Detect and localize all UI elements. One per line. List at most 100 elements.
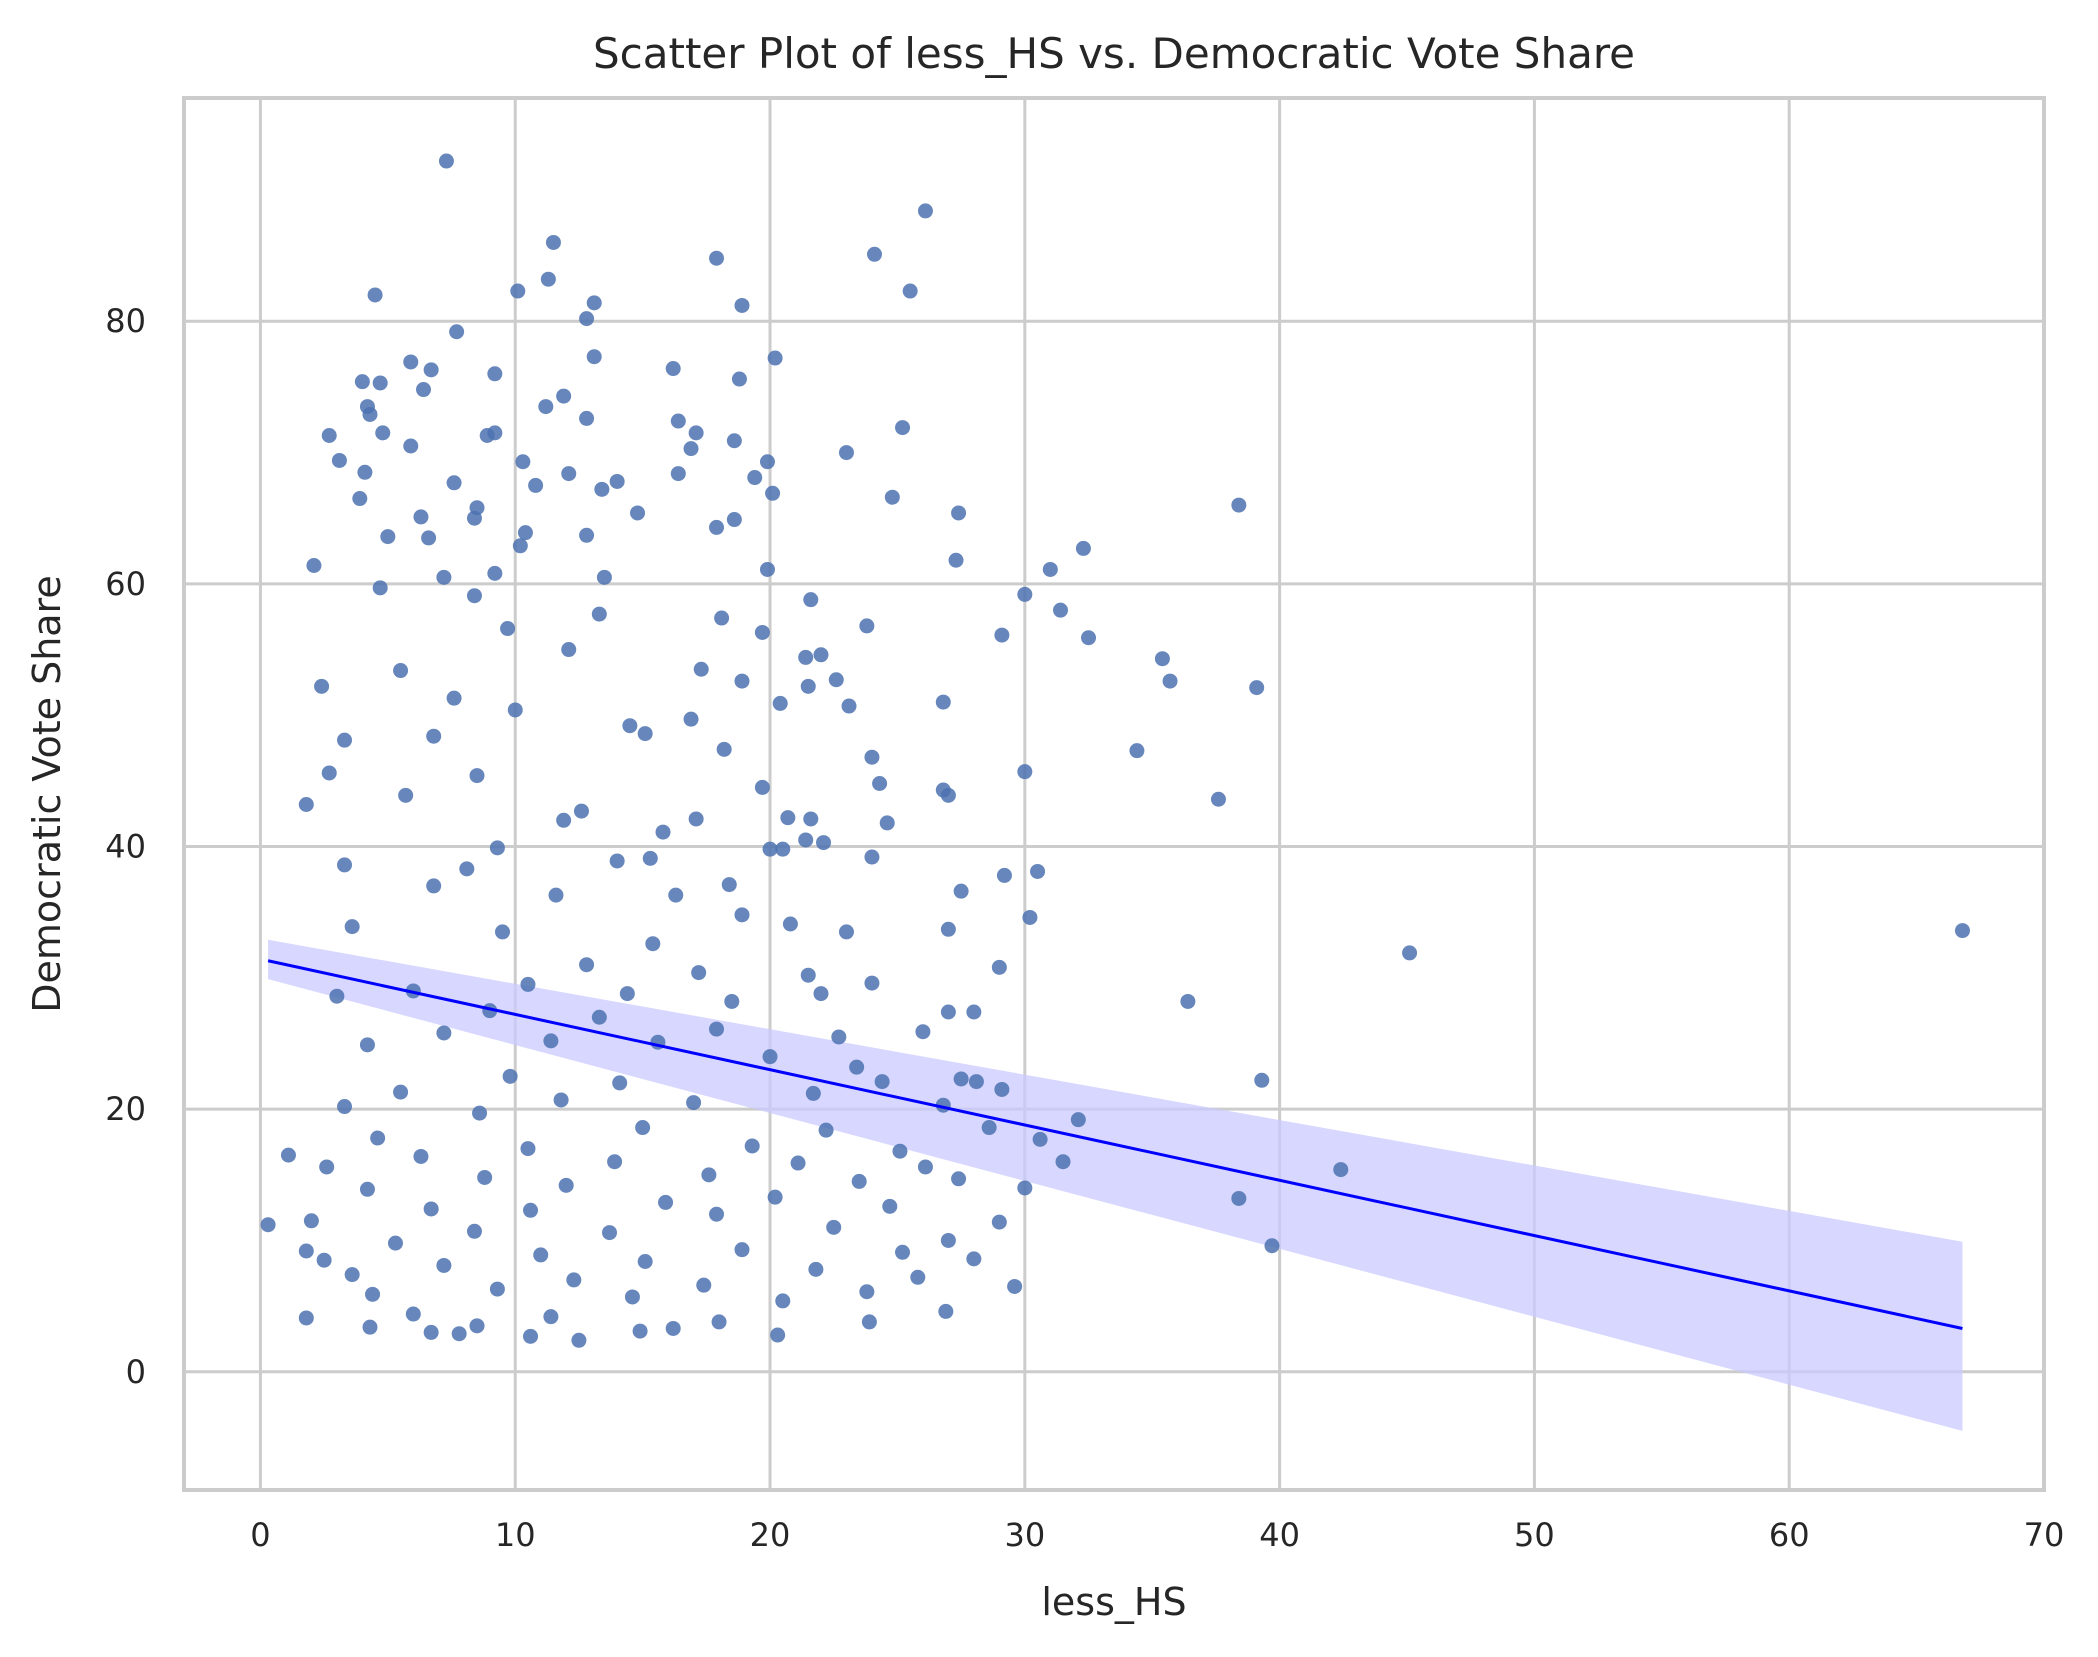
data-point	[938, 1303, 954, 1319]
data-point	[1954, 923, 1970, 939]
data-point	[688, 425, 704, 441]
data-point	[966, 1004, 982, 1020]
data-point	[449, 324, 465, 340]
data-point	[489, 840, 505, 856]
data-point	[981, 1120, 997, 1136]
data-point	[566, 1272, 582, 1288]
data-point	[403, 354, 419, 370]
data-point	[734, 673, 750, 689]
data-point	[940, 1232, 956, 1248]
data-point	[767, 1189, 783, 1205]
data-point	[711, 1314, 727, 1330]
data-point	[665, 1320, 681, 1336]
data-point	[772, 695, 788, 711]
data-point	[731, 371, 747, 387]
data-point	[805, 1085, 821, 1101]
regression-line-path	[267, 959, 1963, 1330]
data-point	[838, 924, 854, 940]
data-point	[691, 965, 707, 981]
data-point	[1052, 602, 1068, 618]
data-point	[426, 728, 442, 744]
data-point	[596, 569, 612, 585]
data-point	[624, 1289, 640, 1305]
data-point	[403, 438, 419, 454]
data-point	[813, 986, 829, 1002]
confidence-band-area	[268, 939, 1963, 1431]
data-point	[940, 921, 956, 937]
data-point	[991, 959, 1007, 975]
data-point	[1154, 651, 1170, 667]
data-point	[372, 375, 388, 391]
y-tick-label: 40	[105, 828, 146, 866]
data-point	[579, 410, 595, 426]
data-point	[507, 702, 523, 718]
data-point	[573, 803, 589, 819]
data-point	[352, 491, 368, 507]
data-point	[693, 661, 709, 677]
data-point	[759, 561, 775, 577]
data-point	[487, 366, 503, 382]
data-point	[543, 1033, 559, 1049]
data-point	[670, 413, 686, 429]
data-point	[393, 1084, 409, 1100]
regression-line	[267, 959, 1963, 1330]
data-point	[489, 1281, 505, 1297]
data-point	[838, 445, 854, 461]
data-point	[645, 936, 661, 952]
data-point	[337, 1099, 353, 1115]
data-point	[344, 1267, 360, 1283]
data-point	[520, 976, 536, 992]
data-point	[849, 1059, 865, 1075]
data-point	[948, 552, 964, 568]
data-point	[953, 883, 969, 899]
data-point	[1231, 1190, 1247, 1206]
data-point	[594, 481, 610, 497]
data-point	[683, 441, 699, 457]
data-point	[902, 283, 918, 299]
data-point	[775, 1293, 791, 1309]
data-point	[635, 1120, 651, 1136]
data-point	[917, 203, 933, 219]
data-point	[851, 1173, 867, 1189]
data-point	[438, 153, 454, 169]
data-point	[1162, 673, 1178, 689]
data-point	[721, 877, 737, 893]
data-point	[1254, 1072, 1270, 1088]
data-point	[762, 841, 778, 857]
data-point	[991, 1214, 1007, 1230]
x-tick-label: 30	[1004, 1516, 1045, 1554]
data-point	[314, 678, 330, 694]
data-point	[469, 768, 485, 784]
data-point	[775, 841, 791, 857]
data-point	[423, 1201, 439, 1217]
data-point	[609, 853, 625, 869]
data-point	[655, 824, 671, 840]
data-point	[658, 1194, 674, 1210]
data-point	[523, 1328, 539, 1344]
data-point	[800, 678, 816, 694]
data-point	[561, 642, 577, 658]
data-point	[994, 627, 1010, 643]
data-point	[915, 1024, 931, 1040]
data-point	[826, 1219, 842, 1235]
data-point	[859, 618, 875, 634]
data-point	[714, 610, 730, 626]
data-point	[966, 1251, 982, 1267]
data-point	[892, 1143, 908, 1159]
data-point	[790, 1155, 806, 1171]
data-point	[744, 1138, 760, 1154]
data-point	[1017, 586, 1033, 602]
data-point	[642, 850, 658, 866]
data-point	[375, 425, 391, 441]
data-point	[726, 512, 742, 528]
data-point	[747, 470, 763, 486]
data-point	[734, 907, 750, 923]
data-point	[726, 433, 742, 449]
y-axis-label: Democratic Vote Share	[25, 575, 69, 1012]
data-point	[331, 452, 347, 468]
data-point	[953, 1071, 969, 1087]
data-point	[540, 271, 556, 287]
data-point	[1210, 791, 1226, 807]
data-point	[520, 1141, 536, 1157]
